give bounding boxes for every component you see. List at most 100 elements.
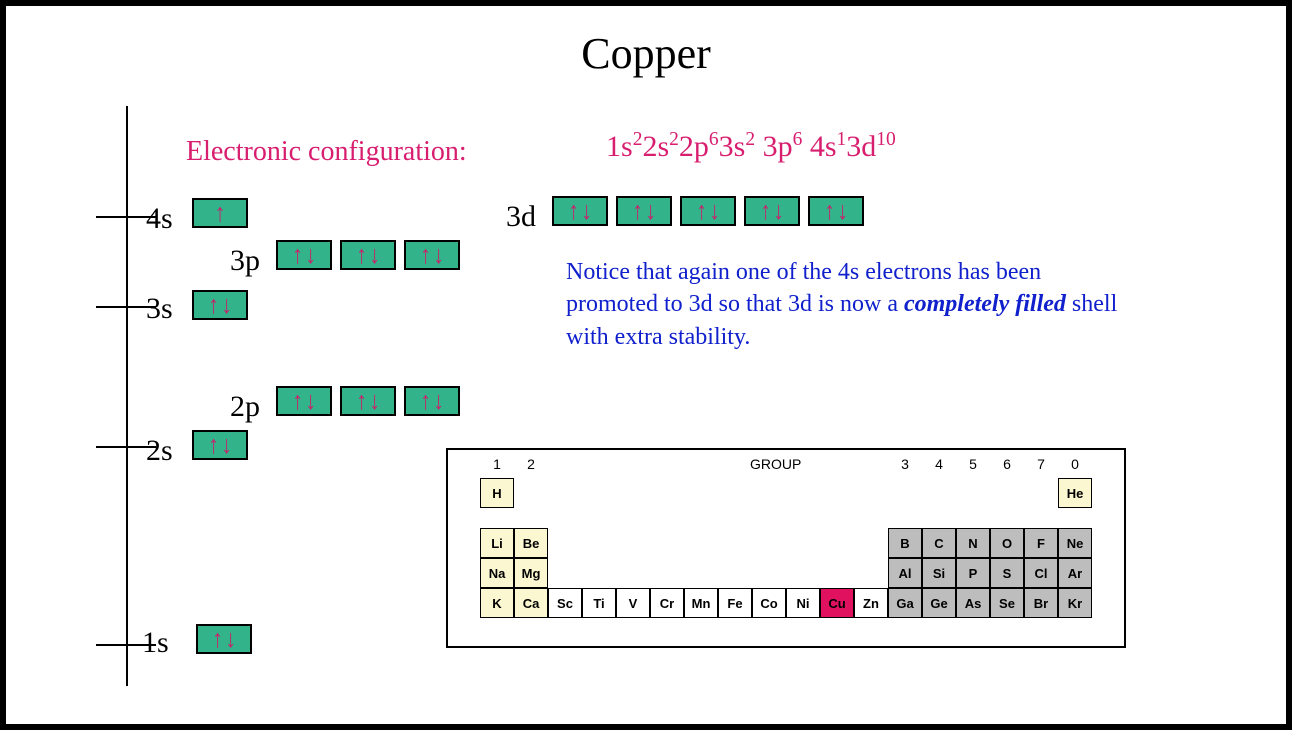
element-cell-F: F [1024,528,1058,558]
electron-configuration: 1s22s22p63s2 3p6 4s13d10 [606,129,896,164]
element-cell-Be: Be [514,528,548,558]
element-cell-Kr: Kr [1058,588,1092,618]
element-cell-Al: Al [888,558,922,588]
element-cell-He: He [1058,478,1092,508]
orbital-box: ↑↓ [404,386,460,416]
element-cell-Zn: Zn [854,588,888,618]
element-cell-Ca: Ca [514,588,548,618]
spin-down-icon: ↓ [225,626,236,651]
orbital-box: ↑ [192,198,248,228]
orbital-box: ↑↓ [808,196,864,226]
config-term: 2p [679,130,709,163]
spin-down-icon: ↓ [433,388,444,413]
orbital-box: ↑↓ [340,386,396,416]
group-number: 2 [514,456,548,472]
group-number: 4 [922,456,956,472]
spin-down-icon: ↓ [221,292,232,317]
spin-up-icon: ↑ [760,198,771,223]
spin-up-icon: ↑ [212,626,223,651]
element-cell-Si: Si [922,558,956,588]
element-cell-Ge: Ge [922,588,956,618]
element-cell-Cl: Cl [1024,558,1058,588]
orbital-group-1s: ↑↓ [196,624,252,654]
element-cell-Ar: Ar [1058,558,1092,588]
config-sup: 2 [633,129,643,150]
orbital-group-3s: ↑↓ [192,290,248,320]
group-number: 6 [990,456,1024,472]
spin-down-icon: ↓ [581,198,592,223]
config-sup: 1 [837,129,847,150]
electronic-config-label: Electronic configuration: [186,136,467,168]
group-number: 1 [480,456,514,472]
spin-up-icon: ↑ [292,388,303,413]
spin-up-icon: ↑ [356,242,367,267]
element-cell-Co: Co [752,588,786,618]
element-cell-H: H [480,478,514,508]
orbital-group-3d: ↑↓↑↓↑↓↑↓↑↓ [552,196,864,226]
spin-up-icon: ↑ [824,198,835,223]
config-sup: 2 [669,129,679,150]
group-number: 0 [1058,456,1092,472]
element-cell-P: P [956,558,990,588]
spin-up-icon: ↑ [208,432,219,457]
element-cell-Mn: Mn [684,588,718,618]
element-cell-N: N [956,528,990,558]
group-label: GROUP [750,456,801,472]
orbital-box: ↑↓ [276,240,332,270]
element-cell-Br: Br [1024,588,1058,618]
element-cell-O: O [990,528,1024,558]
orbital-group-2p: ↑↓↑↓↑↓ [276,386,460,416]
element-cell-As: As [956,588,990,618]
spin-up-icon: ↑ [420,242,431,267]
orbital-box: ↑↓ [616,196,672,226]
orbital-box: ↑↓ [276,386,332,416]
orbital-box: ↑↓ [196,624,252,654]
spin-up-icon: ↑ [632,198,643,223]
orbital-box: ↑↓ [552,196,608,226]
element-cell-Mg: Mg [514,558,548,588]
orbital-box: ↑↓ [192,430,248,460]
spin-down-icon: ↓ [305,242,316,267]
energy-axis [126,106,128,686]
element-cell-Na: Na [480,558,514,588]
orbital-label-1s: 1s [142,626,169,660]
spin-up-icon: ↑ [568,198,579,223]
config-sup: 6 [709,129,719,150]
orbital-box: ↑↓ [340,240,396,270]
element-cell-B: B [888,528,922,558]
explanation-emph: completely filled [904,291,1066,317]
orbital-group-4s: ↑ [192,198,248,228]
spin-down-icon: ↓ [837,198,848,223]
element-cell-K: K [480,588,514,618]
element-cell-Se: Se [990,588,1024,618]
config-term: 3p [755,130,793,163]
config-term: 3d [846,130,876,163]
config-sup: 10 [876,129,896,150]
orbital-box: ↑↓ [404,240,460,270]
element-cell-Ni: Ni [786,588,820,618]
periodic-table: GROUP 12345670HHeLiBeBCNOFNeNaMgAlSiPSCl… [446,448,1126,648]
spin-up-icon: ↑ [208,292,219,317]
element-cell-Ne: Ne [1058,528,1092,558]
group-number: 7 [1024,456,1058,472]
config-term: 1s [606,130,633,163]
orbital-box: ↑↓ [192,290,248,320]
spin-down-icon: ↓ [221,432,232,457]
spin-down-icon: ↓ [433,242,444,267]
orbital-label-3d: 3d [506,200,536,234]
orbital-box: ↑↓ [680,196,736,226]
spin-down-icon: ↓ [645,198,656,223]
spin-up-icon: ↑ [356,388,367,413]
spin-up-icon: ↑ [292,242,303,267]
orbital-label-3s: 3s [146,292,173,326]
config-term: 4s [802,130,836,163]
config-term: 2s [642,130,669,163]
element-cell-Ti: Ti [582,588,616,618]
group-number: 5 [956,456,990,472]
orbital-label-2p: 2p [230,390,260,424]
element-cell-C: C [922,528,956,558]
spin-down-icon: ↓ [773,198,784,223]
element-cell-Fe: Fe [718,588,752,618]
group-number: 3 [888,456,922,472]
spin-down-icon: ↓ [369,388,380,413]
